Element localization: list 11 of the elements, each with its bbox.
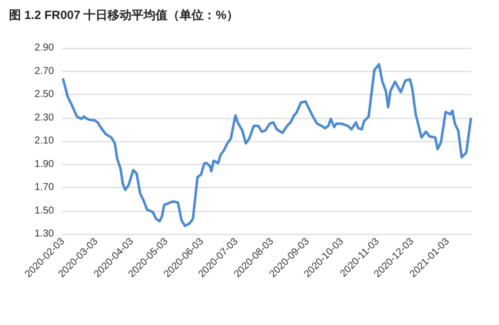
y-tick-label: 1.50 <box>34 205 54 216</box>
y-tick-label: 2.70 <box>34 66 54 77</box>
y-tick-label: 2.30 <box>34 112 54 124</box>
y-tick-label: 2.10 <box>34 136 54 146</box>
y-tick-label: 2.50 <box>34 89 54 100</box>
y-tick-label: 1.30 <box>34 228 54 240</box>
y-tick-label: 1.70 <box>34 182 54 193</box>
y-tick-label: 1.90 <box>34 158 54 170</box>
line-series <box>62 63 472 228</box>
chart-title: 图 1.2 FR007 十日移动平均值（单位：%） <box>9 8 238 22</box>
y-tick-label: 2.90 <box>34 42 54 54</box>
